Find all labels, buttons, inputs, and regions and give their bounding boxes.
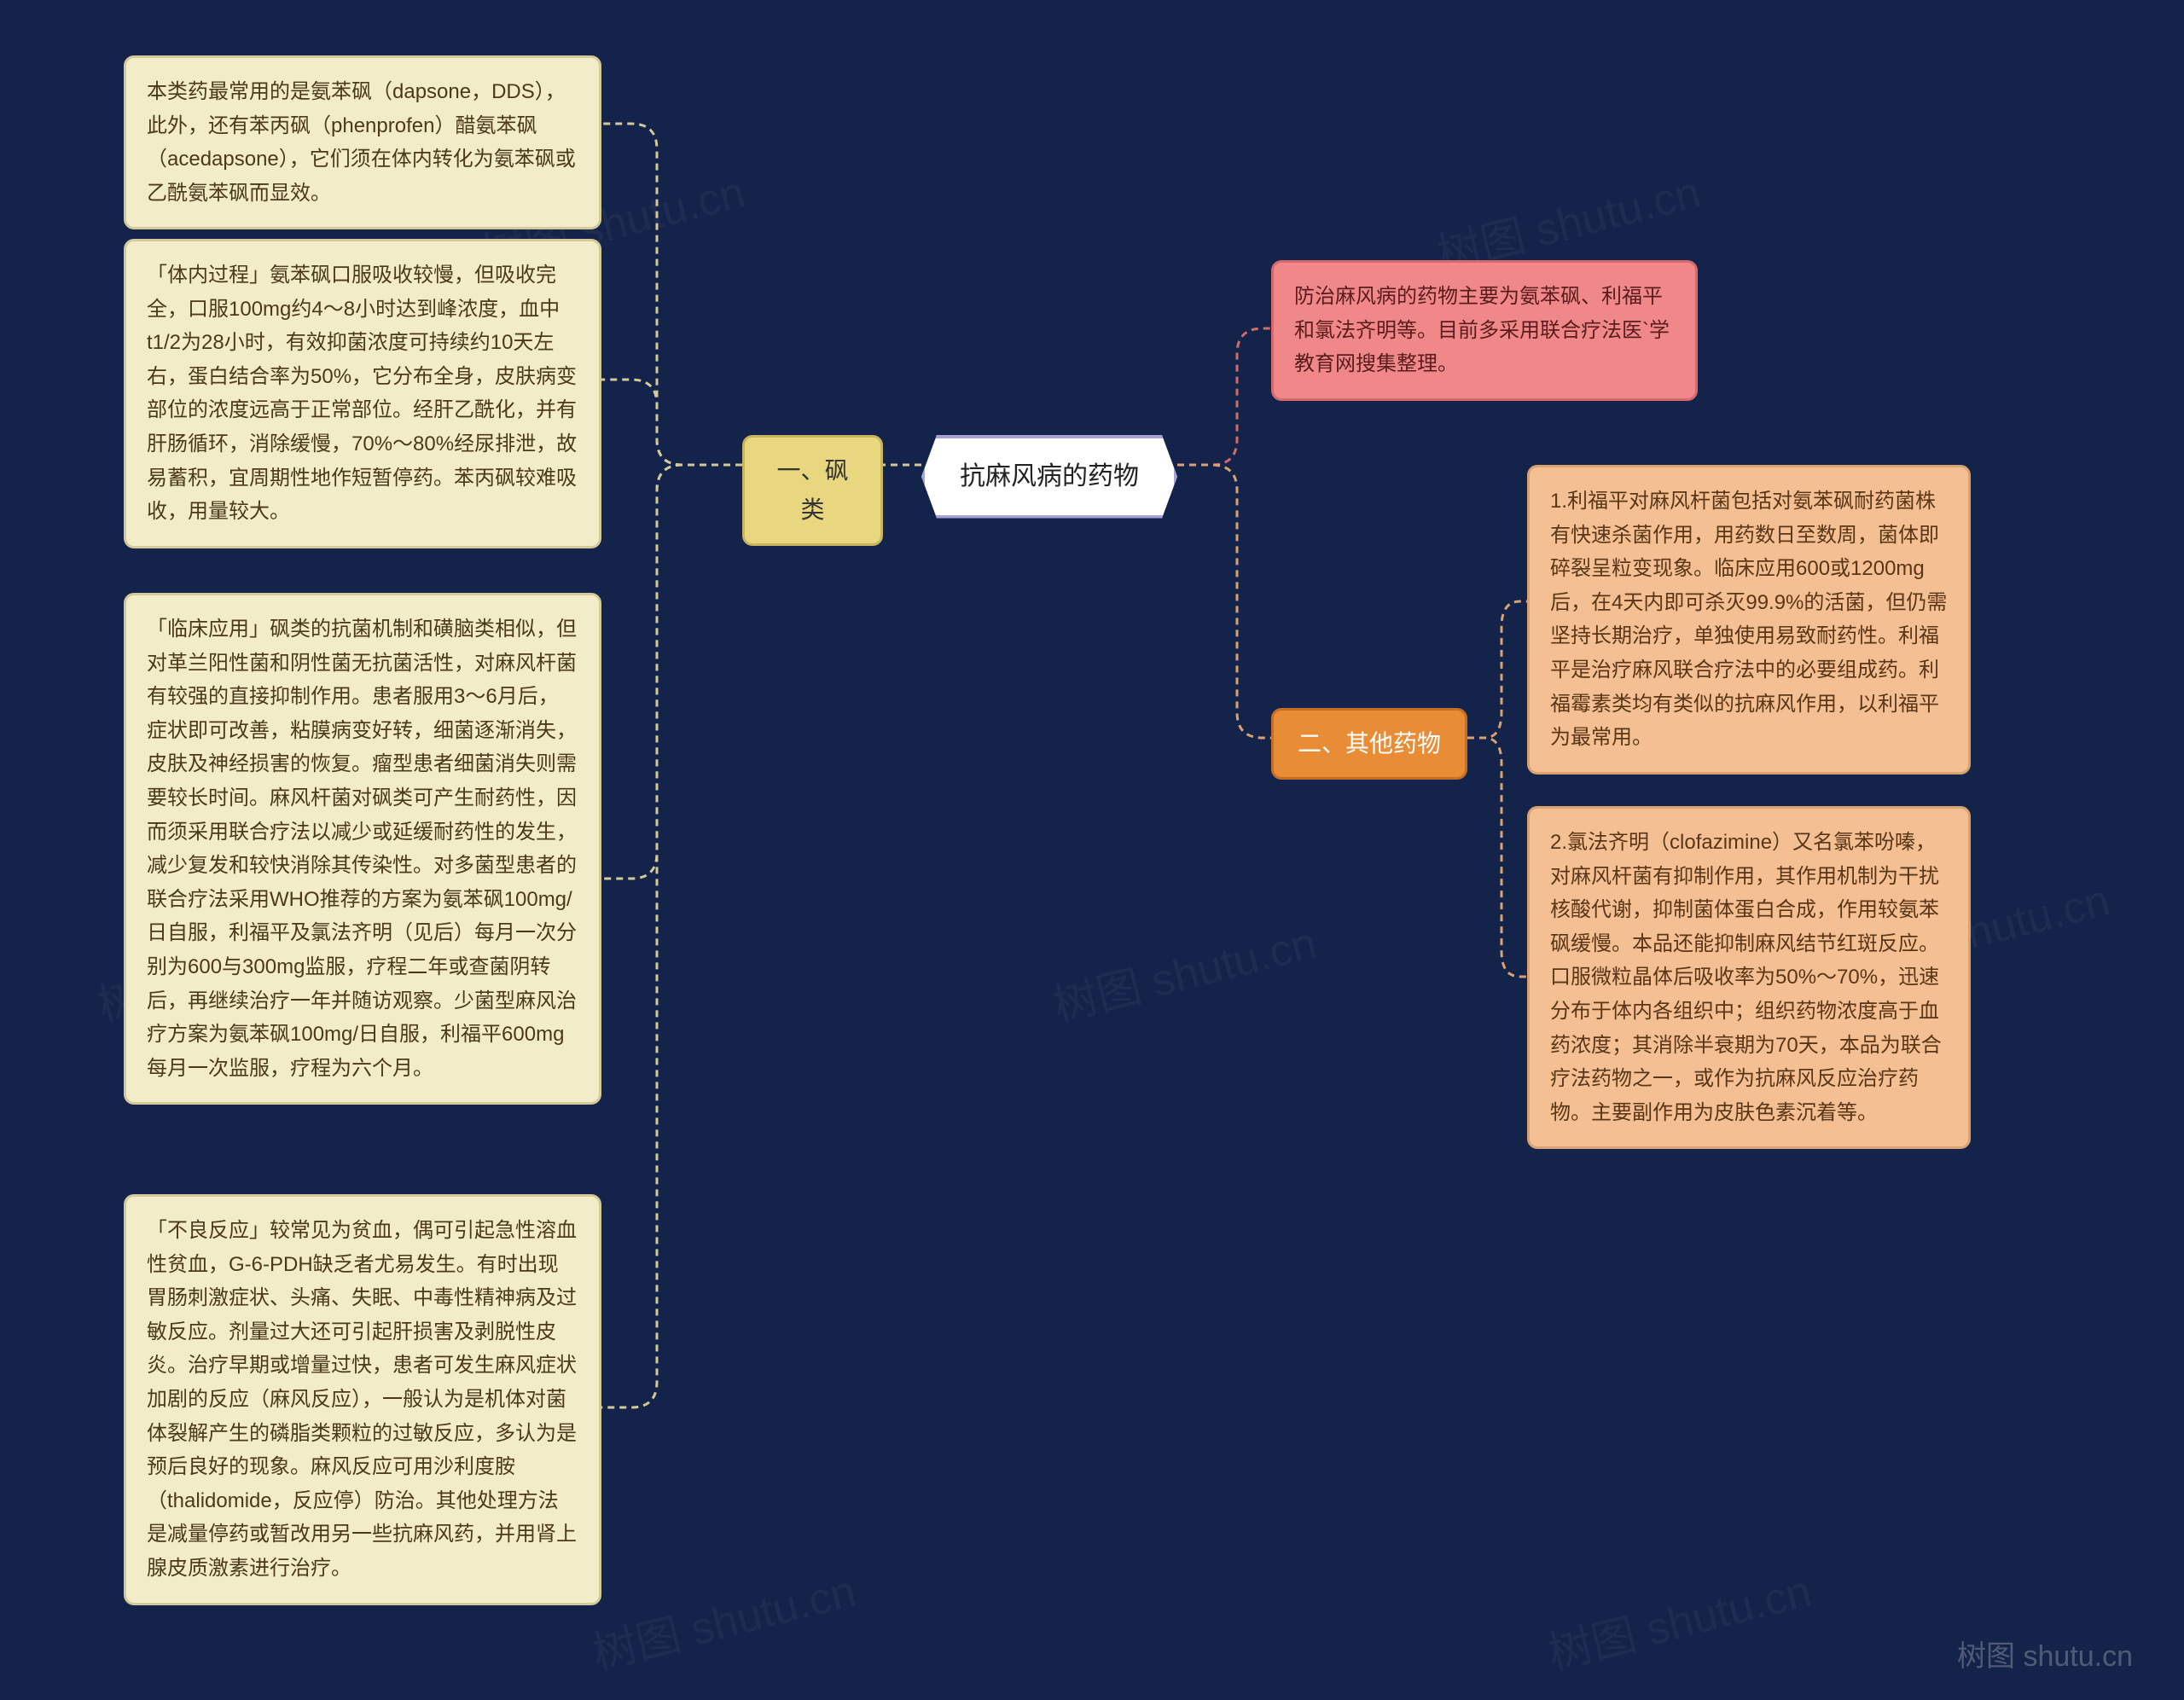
branch-other-drugs: 二、其他药物 [1271,708,1467,780]
watermark: 树图 shutu.cn [1046,907,1322,1034]
leaf-overview: 防治麻风病的药物主要为氨苯砜、利福平和氯法齐明等。目前多采用联合疗法医`学教育网… [1271,260,1698,401]
leaf-sulfones-pk: 「体内过程」氨苯砜口服吸收较慢，但吸收完全，口服100mg约4～8小时达到峰浓度… [124,239,601,548]
connector-root-right-leaf-red [1177,328,1271,465]
watermark-footer: 树图 shutu.cn [1957,1633,2133,1674]
connector-branch-left-leaf-left-0 [601,124,742,465]
root-node: 抗麻风病的药物 [921,435,1177,519]
connector-branch-left-leaf-left-1 [601,380,742,465]
connector-branch-left-leaf-left-2 [601,465,742,879]
leaf-clofazimine: 2.氯法齐明（clofazimine）又名氯苯吩嗪，对麻风杆菌有抑制作用，其作用… [1527,806,1971,1149]
leaf-sulfones-intro: 本类药最常用的是氨苯砜（dapsone，DDS），此外，还有苯丙砜（phenpr… [124,55,601,229]
connector-branch-left-leaf-left-3 [601,465,742,1407]
leaf-sulfones-adverse: 「不良反应」较常见为贫血，偶可引起急性溶血性贫血，G-6-PDH缺乏者尤易发生。… [124,1194,601,1605]
connector-root-right-branch-orange [1177,465,1271,738]
leaf-rifampin: 1.利福平对麻风杆菌包括对氨苯砜耐药菌株有快速杀菌作用，用药数日至数周，菌体即碎… [1527,465,1971,775]
watermark: 树图 shutu.cn [585,1555,862,1682]
leaf-sulfones-clinical: 「临床应用」砜类的抗菌机制和磺脑类相似，但对革兰阳性菌和阴性菌无抗菌活性，对麻风… [124,593,601,1105]
connector-branch-orange-leaf-orange-0 [1467,601,1527,738]
watermark: 树图 shutu.cn [1541,1555,1817,1682]
branch-sulfones: 一、砜类 [742,435,883,546]
connector-branch-orange-leaf-orange-1 [1467,738,1527,977]
